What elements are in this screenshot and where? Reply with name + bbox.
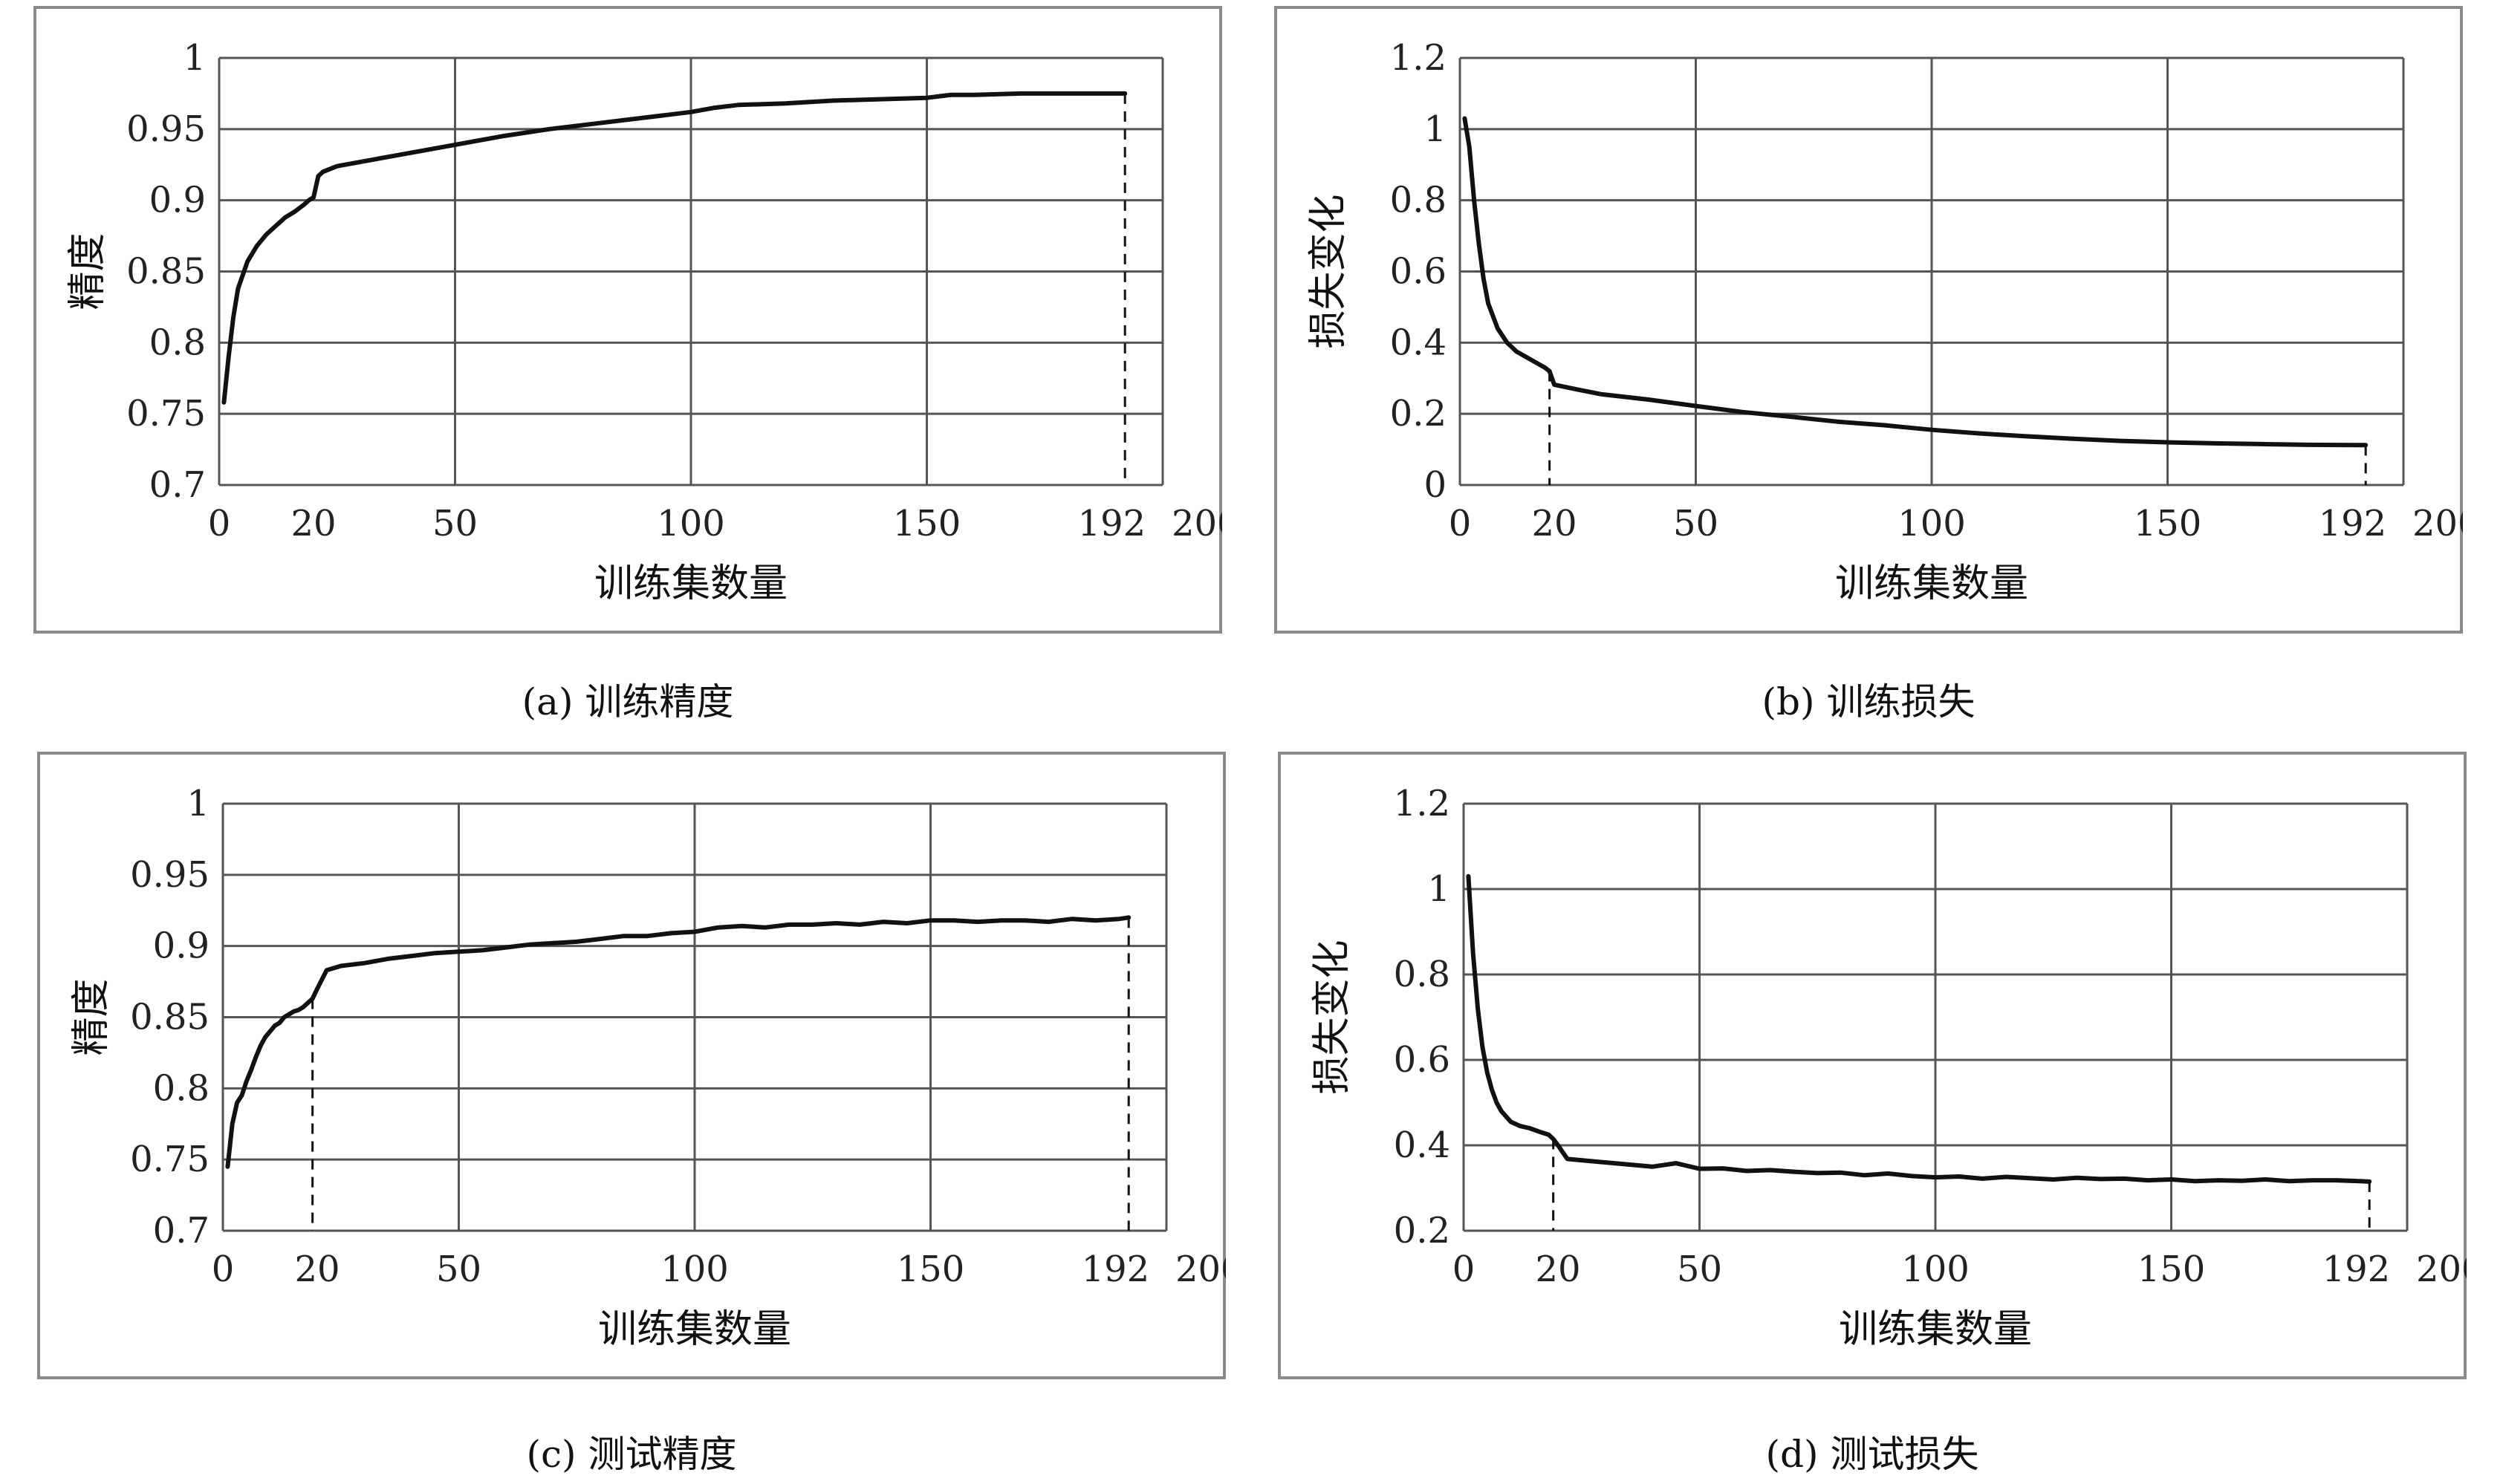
chart-panel-a: 0.7 0.75 0.8 0.85 0.9 0.95 1 0 20 50 100 150 192 200 训… [33,6,1222,634]
x-tick-label: 20 [1531,503,1577,544]
series-line-c [225,915,1132,1169]
chart-svg-c: 0.7 0.75 0.8 0.85 0.9 0.95 1 0 20 50 100 150 192 200 训… [69,783,1226,1352]
y-tick-label: 0.9 [149,180,206,221]
chart-caption-c: (c) 测试精度 [526,1433,737,1476]
x-tick-label: 200 [2416,1249,2467,1290]
x-axis-title: 训练集数量 [1835,562,2028,606]
x-tick-label: 100 [1897,503,1966,544]
x-tick-label: 100 [1901,1249,1970,1290]
chart-caption-a: (a) 训练精度 [522,680,734,723]
chart-svg-a: 0.7 0.75 0.8 0.85 0.9 0.95 1 0 20 50 100 150 192 200 训… [65,37,1222,606]
chart-panel-b: 0 0.2 0.4 0.6 0.8 1 1.2 0 20 50 100 150 192 200 训练集数量 损… [1274,6,2463,634]
y-tick-label: 0.2 [1394,1210,1450,1252]
x-tick-label: 0 [208,503,231,544]
series-line-d [1466,873,2372,1184]
x-tick-label: 150 [897,1249,965,1290]
x-tick-label: 200 [2412,503,2463,544]
grid-c [221,802,1168,1232]
x-tick-label: 192 [1078,503,1146,544]
y-tick-label: 0.4 [1394,1125,1450,1166]
grid-d [1462,802,2409,1232]
y-tick-label: 0.8 [149,322,206,363]
x-tick-label: 20 [294,1249,340,1290]
chart-frame-d [1278,752,2467,1379]
y-tick-label: 0 [1423,464,1447,506]
y-tick-label: 0.75 [130,1139,210,1180]
x-tick-label: 20 [290,503,336,544]
y-axis-title: 精度 [69,978,114,1055]
chart-frame-c [37,752,1226,1379]
series-line-a [221,91,1128,405]
x-tick-label: 50 [1673,503,1718,544]
chart-caption-b: (b) 训练损失 [1762,680,1976,723]
chart-caption-d: (d) 测试损失 [1765,1433,1979,1476]
grid-a [218,56,1164,486]
x-tick-label: 200 [1172,503,1222,544]
y-tick-label: 1 [186,783,210,824]
x-tick-label: 20 [1535,1249,1580,1290]
x-tick-label: 192 [1082,1249,1150,1290]
y-tick-label: 1 [1423,108,1447,150]
x-tick-label: 50 [432,503,478,544]
x-tick-label: 150 [893,503,961,544]
y-tick-label: 0.4 [1390,322,1447,363]
grid-b [1458,56,2405,486]
y-tick-label: 0.7 [153,1210,210,1252]
x-axis-title: 训练集数量 [598,1307,791,1352]
y-tick-label: 0.8 [1390,180,1447,221]
y-tick-label: 0.85 [130,997,210,1038]
chart-panel-d: 0.2 0.4 0.6 0.8 1 1.2 0 20 50 100 150 192 200 训练集数量 损失… [1278,752,2467,1379]
y-tick-label: 0.8 [153,1067,210,1109]
y-axis-title: 损失变化 [1310,940,1354,1094]
x-axis-title: 训练集数量 [594,562,788,606]
series-line-b [1462,116,2369,448]
y-tick-label: 0.95 [126,108,206,150]
y-tick-label: 1.2 [1390,37,1447,79]
x-tick-label: 0 [212,1249,235,1290]
x-tick-label: 192 [2322,1249,2391,1290]
chart-svg-d: 0.2 0.4 0.6 0.8 1 1.2 0 20 50 100 150 192 200 训练集数量 损失… [1310,783,2467,1352]
y-tick-label: 0.95 [130,854,210,896]
x-tick-label: 150 [2137,1249,2206,1290]
y-tick-label: 0.6 [1390,251,1447,293]
x-axis-title: 训练集数量 [1839,1307,2032,1352]
x-tick-label: 192 [2319,503,2387,544]
y-tick-label: 0.6 [1394,1039,1450,1081]
chart-panel-c: 0.7 0.75 0.8 0.85 0.9 0.95 1 0 20 50 100 150 192 200 训… [37,752,1226,1379]
x-tick-label: 100 [657,503,725,544]
y-tick-label: 0.7 [149,464,206,506]
y-tick-label: 1 [183,37,206,79]
x-tick-label: 150 [2134,503,2202,544]
y-tick-label: 0.75 [126,393,206,435]
y-tick-label: 1.2 [1394,783,1450,824]
x-tick-label: 0 [1452,1249,1475,1290]
y-tick-label: 0.2 [1390,393,1447,435]
x-tick-label: 100 [660,1249,729,1290]
y-tick-label: 0.8 [1394,954,1450,995]
chart-svg-b: 0 0.2 0.4 0.6 0.8 1 1.2 0 20 50 100 150 192 200 训练集数量 损… [1306,37,2463,606]
y-axis-title: 损失变化 [1306,194,1351,348]
y-axis-title: 精度 [65,232,110,310]
y-tick-label: 1 [1427,868,1450,910]
x-tick-label: 50 [436,1249,481,1290]
x-tick-label: 0 [1449,503,1472,544]
x-tick-label: 200 [1175,1249,1226,1290]
y-tick-label: 0.9 [153,925,210,967]
y-tick-label: 0.85 [126,251,206,293]
chart-frame-a [33,6,1222,634]
chart-frame-b [1274,6,2463,634]
x-tick-label: 50 [1677,1249,1722,1290]
